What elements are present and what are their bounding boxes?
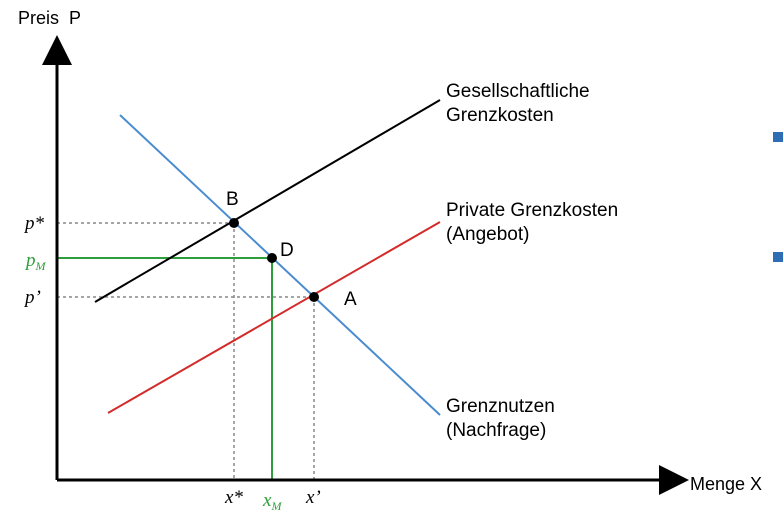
tick-p-prime: p’ — [23, 287, 41, 308]
private-cost-curve — [107, 221, 441, 414]
tick-x-m: xM — [262, 490, 282, 513]
tick-p-m: pM — [24, 250, 47, 273]
point-b-label: B — [226, 189, 239, 210]
tick-x-prime: x’ — [305, 487, 321, 508]
point-d-marker — [267, 253, 277, 263]
x-axis-label: Menge X — [690, 474, 762, 494]
private-cost-label-line2: (Angebot) — [446, 224, 529, 245]
social-cost-label-line1: Gesellschaftliche — [446, 81, 590, 102]
point-a-label: A — [344, 289, 357, 310]
point-d-label: D — [280, 240, 294, 261]
tick-p-star: p* — [23, 213, 45, 234]
bullet-2-icon — [773, 252, 783, 262]
social-cost-curve — [94, 99, 441, 303]
social-cost-label-line2: Grenzkosten — [446, 105, 554, 126]
point-b-marker — [229, 218, 239, 228]
tick-x-star: x* — [224, 487, 243, 508]
point-a-marker — [309, 292, 319, 302]
demand-curve — [119, 114, 441, 416]
y-axis-label: Preis P — [18, 8, 81, 28]
demand-label-line1: Grenznutzen — [446, 396, 555, 417]
bullet-1-icon — [773, 132, 783, 142]
demand-label-line2: (Nachfrage) — [446, 420, 546, 441]
private-cost-label-line1: Private Grenzkosten — [446, 200, 618, 221]
